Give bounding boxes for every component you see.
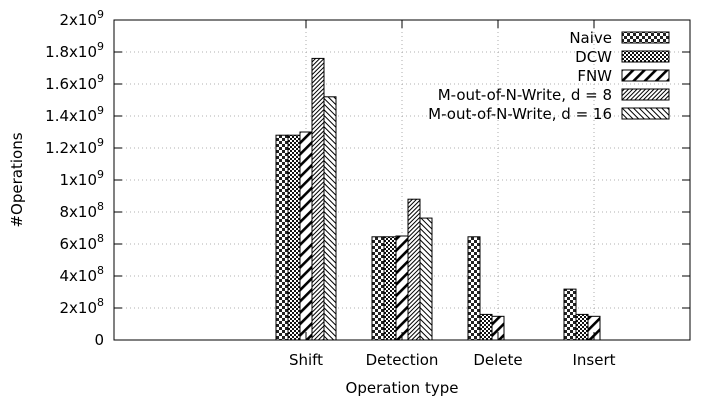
y-axis-ticks: 0 2x108 4x108 6x108 8x108 1x109 1.2x109 1.4x109… [45,8,690,349]
y-tick-label: 0 [94,331,104,349]
x-tick-label: Delete [473,351,522,369]
y-tick-label: 1.4x109 [45,104,104,125]
legend-swatch [621,50,670,63]
bar-detection-series-5 [419,217,433,341]
y-tick-label: 4x108 [59,264,104,285]
legend-swatch [621,31,670,44]
bar-detection-series-2 [383,236,397,341]
y-tick-label: 1.2x109 [45,136,104,157]
bar-shift-series-3 [299,131,313,341]
bar-insert-series-2 [575,313,589,341]
y-tick-label: 1x109 [59,168,104,189]
bar-shift-series-2 [287,134,301,341]
legend-label: DCW [575,48,612,66]
y-tick-label: 6x108 [59,232,104,253]
x-axis-ticks: Shift Detection Delete Insert [289,20,616,369]
x-tick-label: Shift [289,351,323,369]
legend-label: M-out-of-N-Write, d = 8 [438,86,612,104]
y-axis-title: #Operations [8,132,26,227]
bar-shift-series-1 [275,134,289,341]
bar-shift-series-4 [311,57,325,341]
legend-label: Naive [569,29,612,47]
legend-label: M-out-of-N-Write, d = 16 [428,105,612,123]
legend-swatch [621,107,670,120]
legend-label: FNW [577,67,612,85]
y-tick-label: 1.6x109 [45,72,104,93]
legend-swatch [621,69,670,82]
y-tick-label: 8x108 [59,200,104,221]
bar-shift-series-5 [323,96,337,341]
bar-delete-series-2 [479,313,493,341]
legend-swatch [621,88,670,101]
bar-delete-series-1 [467,236,481,341]
bar-detection-series-1 [371,236,385,341]
bar-insert-series-1 [563,288,577,341]
y-tick-label: 2x109 [59,8,104,29]
x-tick-label: Detection [366,351,439,369]
x-axis-title: Operation type [346,379,459,397]
bars [275,57,601,341]
y-tick-label: 1.8x109 [45,40,104,61]
bar-detection-series-4 [407,198,421,341]
x-tick-label: Insert [572,351,615,369]
bar-detection-series-3 [395,235,409,341]
y-tick-label: 2x108 [59,296,104,317]
grid-lines [114,20,690,340]
